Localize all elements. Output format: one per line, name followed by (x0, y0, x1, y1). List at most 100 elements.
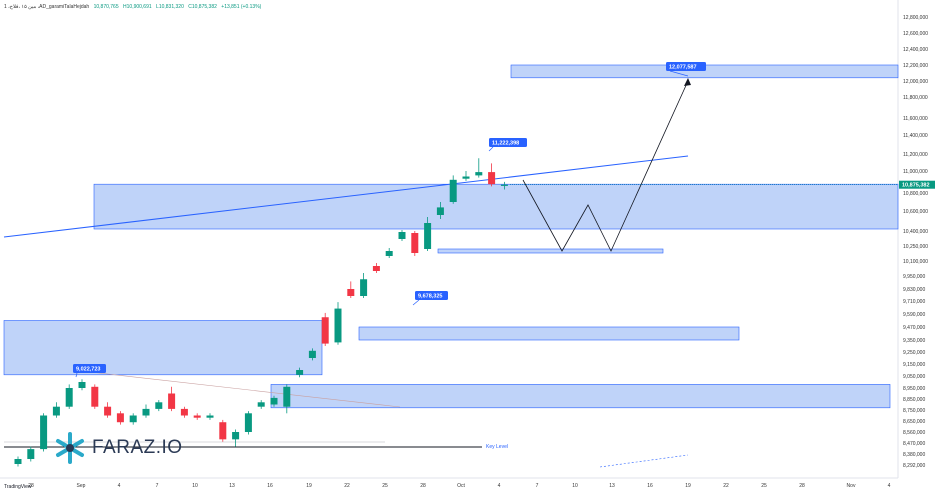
y-tick-label: 10,800,000 (903, 191, 928, 197)
y-tick-label: 11,200,000 (903, 152, 928, 158)
x-tick-label: 25 (382, 483, 388, 489)
candle-body (436, 207, 444, 215)
y-tick-label: 10,600,000 (903, 209, 928, 215)
candle-body (500, 184, 508, 186)
y-tick-label: 9,950,000 (903, 274, 925, 280)
x-tick-label: Sep (77, 483, 86, 489)
y-tick-label: 8,380,000 (903, 452, 925, 458)
y-tick-label: 9,830,000 (903, 287, 925, 293)
candle-body (296, 370, 304, 375)
candle-body (385, 251, 393, 256)
candle-body (206, 415, 214, 418)
faraz-snowflake-icon (56, 432, 84, 464)
y-tick-label: 10,100,000 (903, 259, 928, 265)
x-tick-label: 16 (267, 483, 273, 489)
candle-body (168, 393, 176, 409)
chart-header: 1 ،مین ۱۵ ،فلاح ،AD_garamiTalaHejdah 10,… (4, 4, 264, 10)
y-tick-label: 12,800,000 (903, 15, 928, 21)
price-callout-box (73, 364, 106, 373)
x-tick-label: 22 (723, 483, 729, 489)
trend-line (3, 155, 689, 238)
y-tick-label: 12,200,000 (903, 63, 928, 69)
candle-body (372, 266, 380, 271)
y-tick-label: 8,292,000 (903, 463, 925, 469)
mid-support-zone (358, 326, 740, 341)
candle-body (27, 449, 35, 459)
logo-text: FARAZ.IO (92, 437, 183, 458)
candle-body (321, 317, 329, 344)
high-value: H10,900,691 (123, 4, 152, 10)
x-tick-label: 25 (761, 483, 767, 489)
y-tick-label: 9,350,000 (903, 338, 925, 344)
candle-body (129, 415, 137, 423)
candle-body (283, 386, 291, 407)
y-tick-label: 12,600,000 (903, 31, 928, 37)
candle-body (424, 223, 432, 249)
candle-body (488, 172, 496, 185)
y-tick-label: 11,600,000 (903, 116, 928, 122)
change-value: +13,851 (+0.13%) (221, 4, 262, 10)
price-callout-label: 9,022,723 (76, 367, 100, 373)
price-callout-label: 11,222,398 (492, 141, 519, 147)
current-price-badge (899, 180, 935, 189)
x-tick-label: 13 (609, 483, 615, 489)
price-callout-box (489, 138, 527, 147)
y-tick-label: 12,000,000 (903, 79, 928, 85)
candle-body (244, 413, 252, 432)
price-callout-box (415, 291, 448, 300)
candle-body (142, 408, 150, 416)
candle-body (449, 179, 457, 202)
x-tick-label: 16 (647, 483, 653, 489)
current-price-label: 10,875,382 (902, 183, 930, 189)
projected-path-arrowhead (684, 78, 691, 86)
price-callout-label: 9,678,325 (418, 294, 442, 300)
y-tick-label: 10,400,000 (903, 229, 928, 235)
x-tick-label: 4 (498, 483, 501, 489)
candle-body (40, 415, 48, 450)
projection-dashed-line (599, 454, 689, 468)
price-callout-box (666, 62, 706, 71)
y-tick-label: 8,560,000 (903, 430, 925, 436)
price-callout-pointer (669, 70, 689, 77)
candle-body (193, 415, 201, 418)
y-tick-label: 10,250,000 (903, 244, 928, 250)
candle-body (116, 413, 124, 423)
candle-body (14, 459, 22, 464)
x-tick-label: 4 (118, 483, 121, 489)
y-tick-label: 8,650,000 (903, 419, 925, 425)
candle-body (91, 386, 99, 407)
price-callout-pointer (488, 146, 494, 152)
candle-body (65, 388, 73, 407)
x-tick-label: 7 (536, 483, 539, 489)
y-tick-label: 8,950,000 (903, 386, 925, 392)
main-supply-zone (93, 183, 899, 230)
lower-demand-zone (270, 384, 891, 409)
x-tick-label: 28 (28, 483, 34, 489)
projected-path (522, 80, 689, 252)
y-tick-label: 9,710,000 (903, 299, 925, 305)
y-tick-label: 11,800,000 (903, 95, 928, 101)
candle-body (411, 233, 419, 253)
x-tick-label: Oct (457, 483, 465, 489)
thin-support-zone (437, 248, 664, 254)
x-tick-label: 10 (192, 483, 198, 489)
left-upper-zone (3, 320, 323, 376)
y-tick-label: 9,050,000 (903, 374, 925, 380)
descending-line (89, 371, 401, 408)
candle-body (232, 432, 240, 440)
price-callout-pointer (412, 299, 420, 306)
candle-body (347, 289, 355, 296)
x-tick-label: 28 (420, 483, 426, 489)
close-value: C10,875,382 (188, 4, 217, 10)
x-tick-label: 4 (888, 483, 891, 489)
y-tick-label: 8,750,000 (903, 408, 925, 414)
tradingview-mark[interactable]: TradingView (4, 484, 32, 490)
y-tick-label: 12,400,000 (903, 47, 928, 53)
candle-body (462, 176, 470, 179)
candle-body (398, 232, 406, 239)
candle-body (155, 402, 163, 409)
y-tick-label: 9,150,000 (903, 362, 925, 368)
y-tick-label: 8,850,000 (903, 397, 925, 403)
price-callout-label: 12,077,587 (669, 65, 697, 71)
